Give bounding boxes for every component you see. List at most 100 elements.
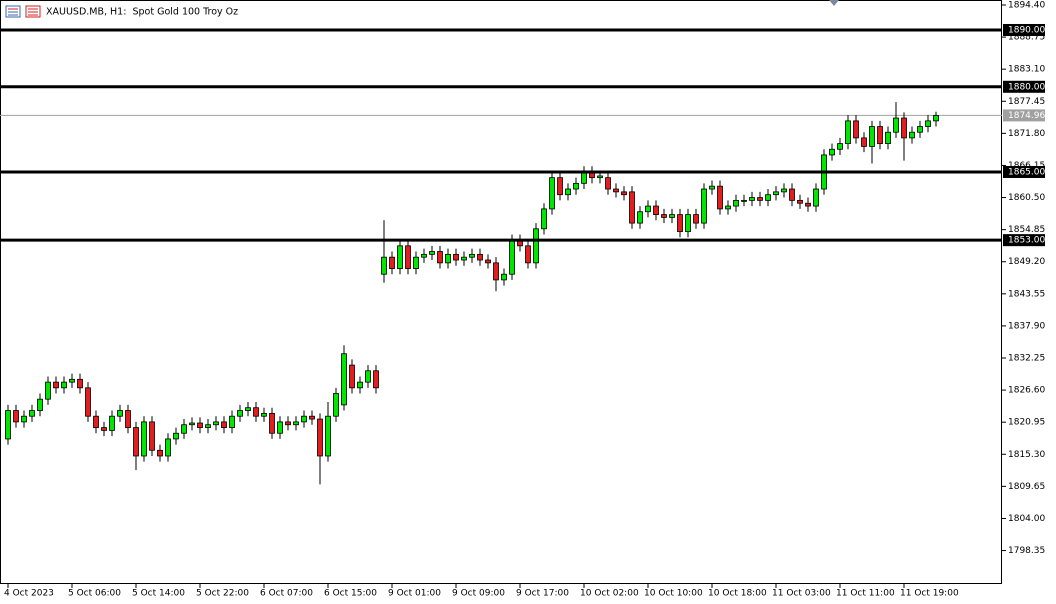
shift-marker	[829, 0, 839, 6]
candle-body	[13, 410, 19, 423]
candle-body	[501, 273, 507, 281]
candle-body	[733, 199, 739, 207]
candle-body	[781, 188, 787, 193]
candle-body	[685, 214, 691, 233]
candle-body	[261, 412, 267, 417]
candle-body	[277, 421, 283, 434]
candle-body	[717, 185, 723, 210]
level-label: 1853.00	[1008, 236, 1045, 246]
y-tick-label: 1849.20	[1008, 257, 1045, 267]
candle-body	[837, 143, 843, 150]
candle-body	[85, 387, 91, 417]
candle-body	[373, 370, 379, 389]
candle-body	[397, 245, 403, 269]
x-tick-label: 6 Oct 07:00	[260, 589, 313, 599]
candle-body	[741, 199, 747, 202]
candle-body	[909, 131, 915, 139]
candle-body	[429, 251, 435, 255]
candle-body	[125, 410, 131, 428]
y-tick-label: 1894.40	[1008, 0, 1045, 10]
y-tick-label: 1798.35	[1008, 546, 1045, 556]
candle-body	[581, 171, 587, 184]
candle-body	[61, 381, 67, 389]
x-tick-label: 11 Oct 03:00	[772, 589, 831, 599]
candle-body	[93, 415, 99, 428]
candle-body	[293, 421, 299, 426]
candle-body	[509, 239, 515, 275]
candle-body	[221, 421, 227, 428]
candle-body	[557, 177, 563, 196]
candle-body	[341, 353, 347, 406]
candle-body	[749, 197, 755, 201]
y-tick-label: 1832.25	[1008, 353, 1045, 363]
x-tick-label: 9 Oct 09:00	[452, 589, 505, 599]
candle-body	[653, 205, 659, 215]
x-tick-label: 11 Oct 11:00	[836, 589, 895, 599]
candle-body	[437, 251, 443, 264]
candle-body	[885, 131, 891, 144]
level-label: 1890.00	[1008, 25, 1045, 35]
plot-frame	[0, 0, 1002, 584]
candle-body	[845, 120, 851, 144]
candle-body	[141, 421, 147, 457]
candle-body	[205, 424, 211, 428]
candle-body	[309, 415, 315, 420]
candle-body	[485, 259, 491, 264]
candle-body	[381, 256, 387, 275]
x-tick-label: 10 Oct 10:00	[644, 589, 703, 599]
candle-body	[765, 194, 771, 201]
candle-body	[389, 256, 395, 269]
candle-body	[565, 188, 571, 196]
candle-body	[413, 256, 419, 269]
candle-body	[5, 410, 11, 440]
symbol-icon	[5, 5, 41, 18]
x-tick-label: 9 Oct 01:00	[388, 589, 441, 599]
candle-body	[829, 148, 835, 156]
x-tick-label: 4 Oct 2023	[4, 589, 54, 599]
candle-body	[645, 205, 651, 213]
candle-body	[325, 415, 331, 457]
candle-body	[725, 205, 731, 210]
y-tick-label: 1883.10	[1008, 65, 1045, 75]
candle-body	[541, 208, 547, 230]
candle-body	[853, 120, 859, 139]
y-tick-label: 1815.30	[1008, 450, 1045, 460]
candle-body	[69, 378, 75, 383]
candle-body	[317, 418, 323, 457]
level-label: 1865.00	[1008, 167, 1045, 177]
candle-body	[805, 202, 811, 207]
candle-body	[925, 120, 931, 127]
candle-body	[45, 381, 51, 400]
candle-body	[669, 214, 675, 218]
candle-body	[933, 115, 939, 122]
x-tick-label: 11 Oct 19:00	[900, 589, 959, 599]
x-tick-label: 10 Oct 02:00	[580, 589, 639, 599]
x-tick-label: 5 Oct 06:00	[68, 589, 121, 599]
candle-body	[461, 256, 467, 261]
level-box	[1003, 234, 1045, 247]
candle-body	[237, 410, 243, 417]
candle-body	[53, 381, 59, 389]
candle-body	[117, 410, 123, 417]
candle-body	[789, 188, 795, 201]
candle-body	[181, 424, 187, 434]
candle-body	[693, 214, 699, 224]
candle-body	[917, 126, 923, 133]
candle-body	[165, 438, 171, 457]
candle-body	[133, 427, 139, 457]
candle-body	[525, 245, 531, 264]
candle-body	[253, 407, 259, 417]
candle-body	[677, 214, 683, 233]
candle-body	[149, 421, 155, 451]
candle-body	[189, 422, 195, 426]
candle-body	[813, 188, 819, 207]
level-box	[1003, 165, 1045, 178]
y-tick-label: 1809.65	[1008, 482, 1045, 492]
candle-body	[637, 211, 643, 224]
candle-body	[493, 262, 499, 281]
y-tick-label: 1854.85	[1008, 225, 1045, 235]
y-tick-label: 1804.00	[1008, 514, 1045, 524]
candle-body	[629, 191, 635, 224]
candle-body	[245, 407, 251, 411]
